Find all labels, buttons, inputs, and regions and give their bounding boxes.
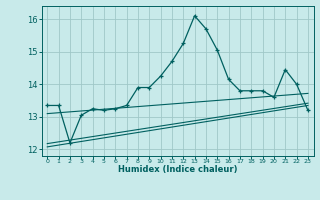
X-axis label: Humidex (Indice chaleur): Humidex (Indice chaleur) (118, 165, 237, 174)
